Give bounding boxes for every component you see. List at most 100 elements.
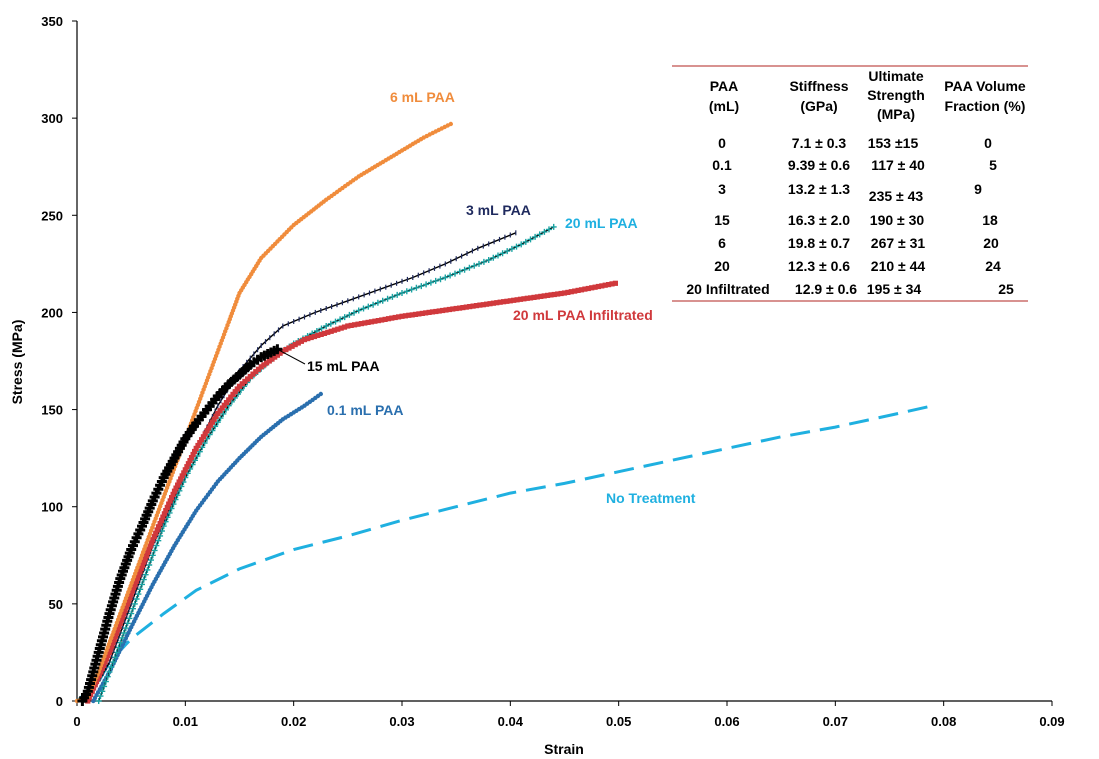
data-point: [123, 604, 129, 610]
data-point: [602, 282, 608, 288]
data-point: [572, 288, 578, 294]
data-point: [101, 683, 108, 690]
table-cell: 20 Infiltrated: [686, 281, 769, 297]
y-tick-label: 100: [41, 500, 63, 515]
data-point: [399, 313, 405, 319]
table-cell: 9: [974, 181, 982, 197]
table-cell: 18: [982, 212, 998, 228]
data-point: [163, 508, 169, 514]
data-point: [140, 576, 147, 583]
data-point: [403, 288, 410, 295]
data-point: [470, 303, 476, 309]
data-point: [589, 285, 595, 291]
data-point: [423, 310, 429, 316]
data-point: [521, 296, 527, 302]
data-point: [346, 311, 353, 318]
data-point: [153, 530, 159, 536]
data-point: [109, 643, 115, 649]
data-point: [146, 562, 153, 568]
data-point: [440, 307, 446, 314]
data-point: [131, 600, 138, 607]
data-point: [149, 552, 156, 559]
x-tick-label: 0.09: [1039, 714, 1064, 729]
x-tick-label: 0.05: [606, 714, 631, 729]
data-point: [511, 297, 517, 303]
data-point: [115, 644, 122, 651]
data-point: [606, 282, 612, 288]
y-tick-label: 150: [41, 403, 63, 418]
data-point: [301, 337, 308, 343]
data-point: [538, 293, 544, 299]
data-point: [292, 342, 298, 348]
table-row: 20 Infiltrated 12.9 ± 0.6 195 ± 34 25: [686, 281, 1014, 297]
y-tick-label: 250: [41, 208, 63, 223]
data-point: [419, 310, 425, 316]
data-point: [365, 319, 371, 325]
data-point: [250, 371, 256, 377]
y-tick-label: 50: [49, 597, 63, 612]
data-point: [155, 537, 162, 544]
y-tick-label: 0: [56, 694, 63, 709]
series-label: 20 mL PAA Infiltrated: [513, 307, 653, 323]
data-point: [568, 289, 574, 295]
data-point: [181, 470, 187, 476]
data-point: [126, 598, 132, 604]
data-point: [358, 321, 364, 327]
data-point: [345, 323, 351, 329]
series-label: No Treatment: [606, 490, 696, 506]
table-cell: 20: [983, 235, 999, 251]
x-tick-label: 0: [73, 714, 80, 729]
data-point: [111, 636, 117, 643]
data-point: [147, 543, 153, 549]
data-point: [337, 316, 344, 323]
table-header: Ultimate: [868, 68, 923, 84]
data-point: [558, 290, 564, 297]
data-point: [102, 659, 108, 665]
data-point: [255, 366, 262, 372]
table-cell: 15: [714, 212, 730, 228]
series-label: 15 mL PAA: [307, 358, 380, 374]
data-point: [532, 233, 539, 240]
data-point: [145, 549, 151, 556]
data-point: [104, 656, 110, 662]
data-point: [117, 639, 124, 646]
data-point: [148, 557, 154, 564]
data-point: [286, 345, 292, 351]
data-point: [582, 286, 588, 292]
data-point: [108, 646, 114, 652]
data-point: [141, 559, 147, 565]
properties-table: PAA (mL) Stiffness (GPa) Ultimate Strength (MP…: [672, 65, 1028, 302]
data-point: [508, 245, 515, 252]
table-cell: 13.2 ± 1.3: [788, 181, 850, 197]
data-point: [448, 121, 453, 127]
data-point: [321, 330, 328, 336]
data-point: [467, 304, 473, 310]
data-point: [379, 297, 386, 304]
data-point: [161, 511, 167, 517]
data-point: [513, 243, 520, 250]
table-cell: 12.3 ± 0.6: [788, 258, 850, 274]
table-row: 20 12.3 ± 0.6 210 ± 44 24: [714, 258, 1001, 274]
y-tick-label: 350: [41, 14, 63, 29]
data-point: [269, 356, 275, 362]
data-point: [171, 488, 178, 494]
data-point: [160, 514, 166, 520]
data-point: [412, 311, 419, 317]
data-point: [382, 316, 388, 322]
table-cell: 20: [714, 258, 730, 274]
x-axis-title: Strain: [544, 741, 584, 757]
table-header: Stiffness: [789, 78, 848, 94]
data-point: [355, 321, 361, 327]
data-point: [213, 413, 219, 419]
data-point: [226, 397, 232, 403]
data-point: [453, 305, 459, 312]
data-point: [182, 467, 188, 473]
data-point: [120, 614, 126, 620]
data-point: [121, 611, 127, 617]
series-20-ml-paa-infiltrated: [85, 280, 618, 704]
data-point: [173, 485, 179, 491]
y-axis-title: Stress (MPa): [9, 320, 25, 405]
data-point: [612, 280, 618, 286]
data-point: [504, 298, 510, 304]
